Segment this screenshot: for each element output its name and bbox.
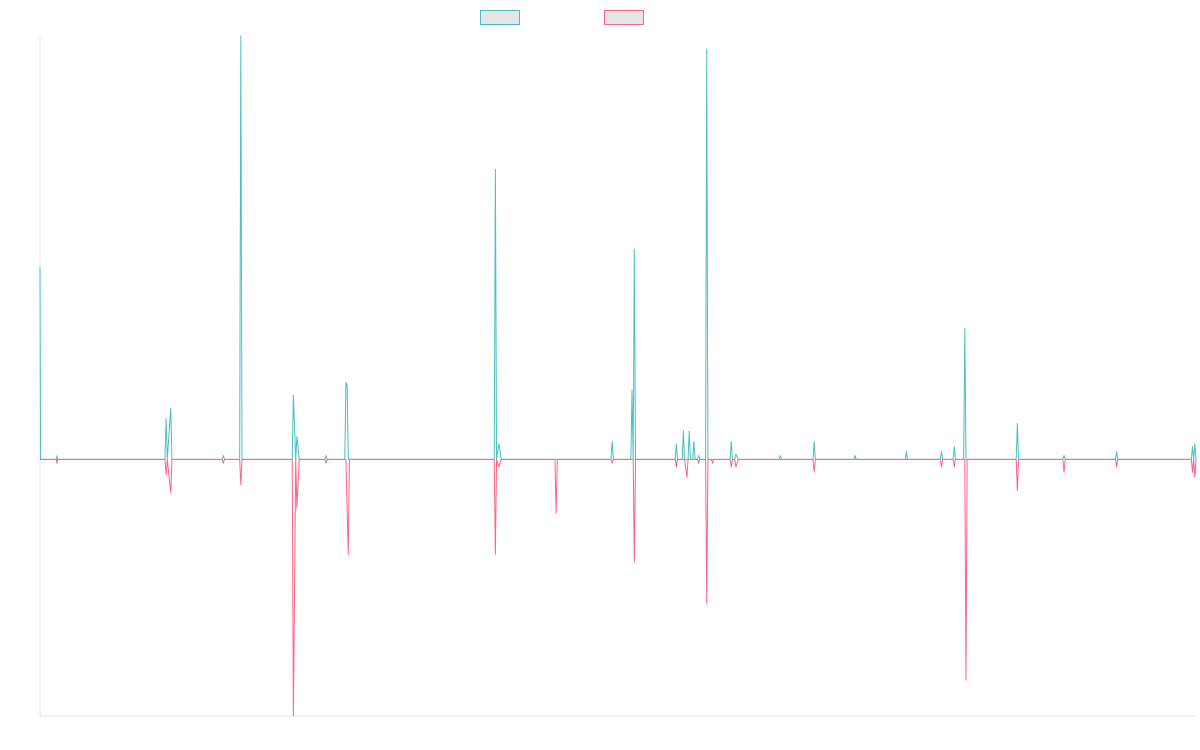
chart-axes — [39, 36, 1196, 717]
series-line-1 — [39, 35, 1197, 460]
series-line-2 — [40, 458, 1197, 717]
plot-area — [39, 35, 1197, 717]
legend-swatch-2[interactable] — [604, 10, 644, 25]
legend-swatch-1[interactable] — [480, 10, 520, 25]
